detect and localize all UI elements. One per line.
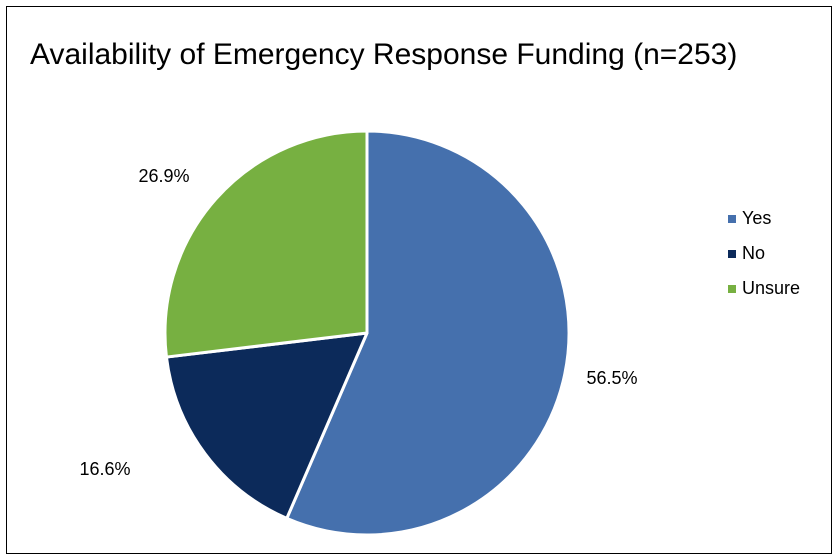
legend-label-no: No [742,243,766,263]
legend-item-unsure: Unsure [728,271,800,306]
legend-label-unsure: Unsure [742,278,801,298]
legend: Yes No Unsure [728,201,800,306]
pie-slice-unsure [163,129,369,359]
legend-swatch-unsure [728,284,736,293]
legend-item-no: No [728,236,800,271]
data-label-yes: 56.5% [586,368,637,388]
legend-item-yes: Yes [728,201,800,236]
legend-swatch-yes [728,214,736,223]
legend-swatch-no [728,249,736,258]
data-label-no: 16.6% [79,459,130,479]
pie-slice-yes [285,129,571,537]
data-label-unsure: 26.9% [138,166,189,186]
pie-slice-no [164,331,369,520]
chart-title: Availability of Emergency Response Fundi… [30,38,738,71]
legend-label-yes: Yes [742,208,772,228]
